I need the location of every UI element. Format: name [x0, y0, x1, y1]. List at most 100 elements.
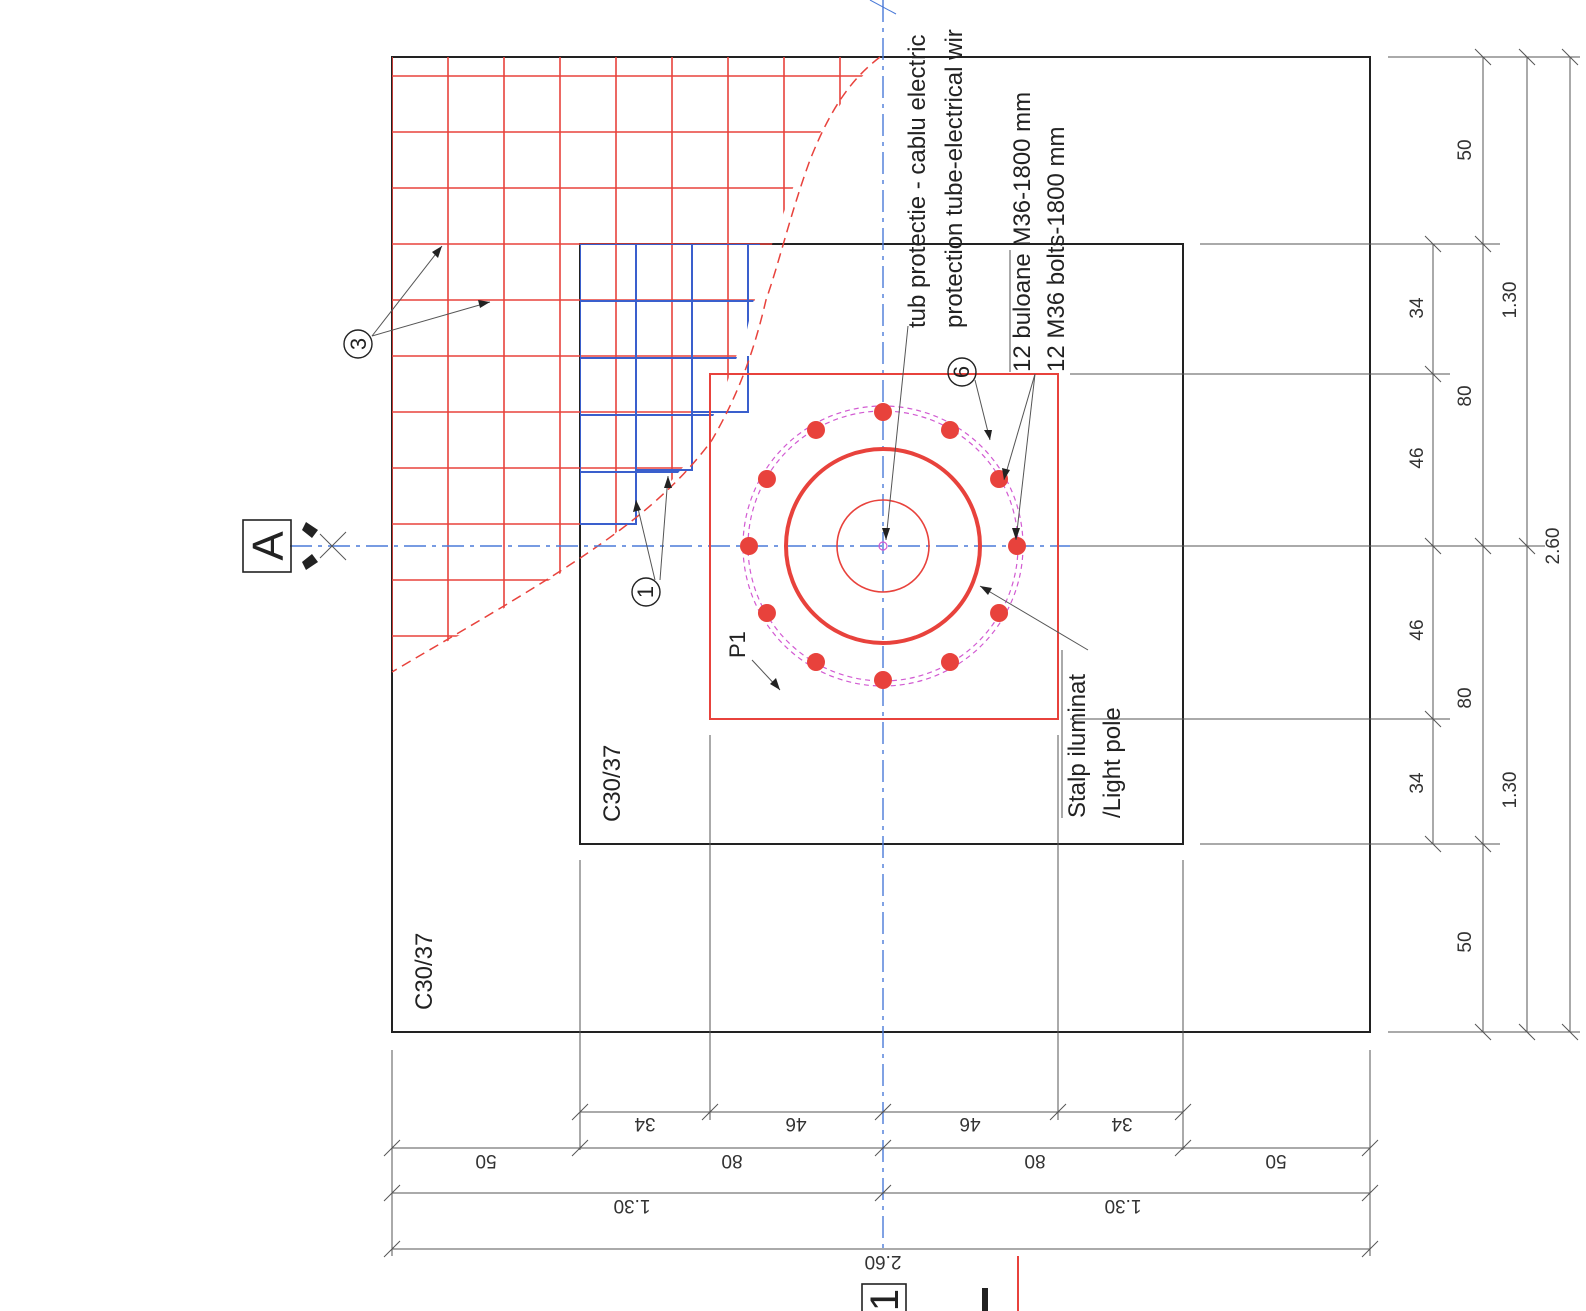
dimension-tick [1518, 1023, 1536, 1041]
plate-leader-arrow [770, 678, 780, 690]
dim-b4-260: 2.60 [865, 1251, 902, 1272]
anchor-bolt [757, 604, 776, 622]
anchor-bolt [807, 420, 825, 439]
anchor-bolt [740, 537, 758, 555]
anchor-bolt [874, 671, 892, 689]
concrete-class-outer: C30/37 [411, 933, 438, 1010]
annotation-tube: tub protectie - cablu electric protectio… [882, 29, 968, 541]
dim-r1-34b: 34 [1407, 772, 1428, 794]
dimension-tick [874, 1139, 892, 1157]
callout-1-text: 1 [633, 586, 658, 598]
dimension-tick [1518, 48, 1536, 66]
tube-label-ro: tub protectie - cablu electric [904, 35, 931, 328]
tube-label-en: protection tube-electrical wir [941, 29, 968, 328]
dimension-tick [1361, 1240, 1379, 1258]
concrete-class-inner: C30/37 [599, 745, 626, 822]
dim-b1-34a: 34 [634, 1113, 656, 1134]
dim-r1-46a: 46 [1407, 447, 1428, 468]
dimension-tick [1474, 235, 1492, 253]
dimension-tick [1474, 835, 1492, 853]
section-label-a: A [244, 531, 293, 561]
plate-label: P1 [725, 631, 750, 658]
dim-r4-260: 2.60 [1543, 528, 1564, 565]
dim-b2-80b: 80 [1024, 1150, 1045, 1171]
anchor-bolt [874, 403, 892, 421]
bottom-dimension-texts: 34 46 46 34 50 80 80 50 1.30 1.30 2.60 [475, 1113, 1286, 1272]
dim-r2-80a: 80 [1455, 385, 1476, 406]
callout-rebar-1: 1 [631, 475, 672, 607]
dim-b2-50b: 50 [1265, 1150, 1286, 1171]
dimension-tick [1474, 537, 1492, 555]
callout-3-text: 3 [346, 338, 371, 350]
dim-r2-80b: 80 [1455, 687, 1476, 708]
anchor-bolt [1008, 537, 1026, 555]
anchor-bolt [757, 470, 776, 488]
dimension-tick [571, 1103, 589, 1121]
callout-bolts-6: 6 [947, 357, 992, 441]
dimension-tick [1361, 1184, 1379, 1202]
right-extension-lines [1070, 56, 1580, 1033]
base-plate-p1 [709, 373, 1059, 720]
dimension-tick [701, 1103, 719, 1121]
dim-b3-130a: 1.30 [614, 1195, 651, 1216]
bottom-dimension-ticks [383, 1103, 1379, 1258]
anchor-bolt [941, 653, 959, 672]
protection-tube [836, 499, 930, 593]
section-marker-1: 1 [861, 1256, 1019, 1311]
annotation-light-pole: Stalp iluminat /Light pole [979, 585, 1126, 818]
dimension-tick [383, 1184, 401, 1202]
pole-label-en: /Light pole [1099, 707, 1126, 818]
break-line [391, 56, 881, 673]
dimension-tick [874, 1103, 892, 1121]
dimension-tick [1424, 537, 1442, 555]
bolts-label-en: 12 M36 bolts-1800 mm [1043, 127, 1070, 372]
dimension-tick [571, 1139, 589, 1157]
dimension-tick [1424, 365, 1442, 383]
right-dimension-ticks [1424, 48, 1579, 1041]
callout-6-text: 6 [949, 366, 974, 378]
dimension-tick [1424, 235, 1442, 253]
pedestal-mesh-edge [580, 356, 749, 525]
dimension-tick [1474, 48, 1492, 66]
bottom-dimension-lines [392, 1111, 1370, 1250]
dimension-tick [1174, 1139, 1192, 1157]
dimension-tick [383, 1240, 401, 1258]
outer-footing-outline [391, 56, 1371, 1033]
dim-b2-50a: 50 [475, 1150, 496, 1171]
dimension-tick [1518, 537, 1536, 555]
dim-r1-34a: 34 [1407, 297, 1428, 319]
dim-r3-130a: 1.30 [1500, 282, 1521, 319]
section-marker-a: A [242, 519, 347, 573]
dim-b1-46a: 46 [785, 1113, 806, 1134]
bolts-label-ro: 12 buloane M36-1800 mm [1009, 92, 1036, 372]
bottom-extension-lines [391, 735, 1371, 1256]
section-label-1: 1 [863, 1289, 907, 1311]
dimension-tick [1424, 710, 1442, 728]
dimension-tick [1361, 1139, 1379, 1157]
dimension-tick [1561, 48, 1579, 66]
dim-b1-34b: 34 [1111, 1113, 1133, 1134]
dim-r1-46b: 46 [1407, 619, 1428, 640]
dimension-tick [1424, 835, 1442, 853]
right-dimension-lines [1432, 57, 1571, 1032]
annotation-bolts: 12 buloane M36-1800 mm 12 M36 bolts-1800… [1002, 92, 1070, 541]
dim-b3-130b: 1.30 [1105, 1195, 1142, 1216]
anchor-bolt [990, 604, 1009, 622]
callout-rebar-3: 3 [343, 245, 491, 359]
dimension-tick [383, 1139, 401, 1157]
dimension-tick [874, 1184, 892, 1202]
dimension-tick [1049, 1103, 1067, 1121]
dim-r1-50a: 50 [1455, 139, 1476, 160]
pole-label-ro: Stalp iluminat [1064, 674, 1091, 818]
dimension-tick [1174, 1103, 1192, 1121]
right-dimension-texts: 50 34 46 46 34 50 80 80 1.30 1.30 2.60 [1407, 139, 1564, 952]
dim-b1-46b: 46 [959, 1113, 980, 1134]
light-pole-shaft [784, 447, 982, 645]
anchor-bolt [807, 653, 825, 672]
axis-tick [869, 0, 897, 15]
inner-pedestal-outline [579, 243, 1184, 845]
dim-r3-130b: 1.30 [1500, 772, 1521, 809]
cable-center [878, 541, 888, 551]
dim-r1-50b: 50 [1455, 931, 1476, 952]
